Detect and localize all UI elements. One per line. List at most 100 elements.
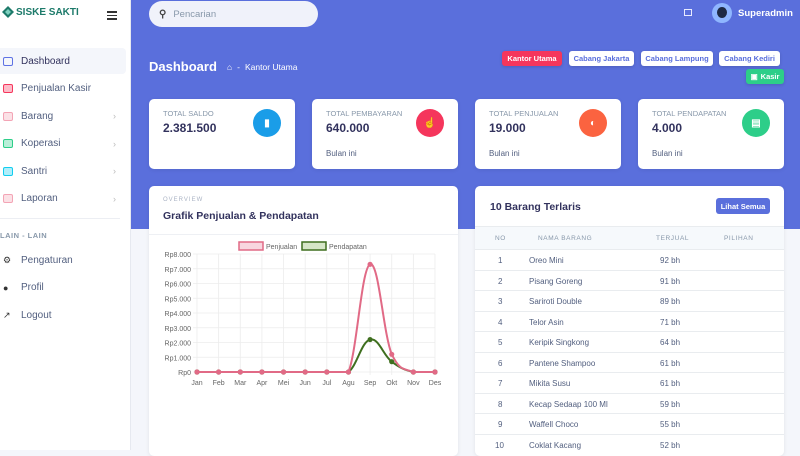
store-icon: ▣ <box>750 72 758 81</box>
chevron-right-icon: › <box>113 193 116 204</box>
table-row: 5 Keripik Singkong 64 bh <box>475 331 784 352</box>
page-title: Dashboard <box>149 59 217 74</box>
users-grid-icon <box>3 166 13 176</box>
row-number: 3 <box>498 297 503 306</box>
box-icon <box>3 111 13 121</box>
breadcrumb-item[interactable]: Kantor Utama <box>244 62 298 72</box>
product-name: Telor Asin <box>529 317 564 327</box>
svg-text:Rp5.000: Rp5.000 <box>165 296 192 303</box>
breadcrumb: ⌂ - Kantor Utama <box>227 62 298 72</box>
money-icon: ▤ <box>742 109 770 137</box>
sold-count: 92 bh <box>660 256 681 265</box>
sidebar-item-barang[interactable]: Barang › <box>0 103 126 129</box>
table-row: 8 Kecap Sedaap 100 Ml 59 bh <box>475 392 784 414</box>
row-number: 7 <box>498 379 503 388</box>
branch-button-kediri[interactable]: Cabang Kediri <box>719 51 780 66</box>
stat-value: 19.000 <box>489 121 526 135</box>
row-number: 4 <box>498 317 503 327</box>
search-input[interactable]: ⚲ Pencarian <box>149 1 318 27</box>
sidebar-item-santri[interactable]: Santri › <box>0 158 126 184</box>
sidebar-divider <box>0 218 120 219</box>
stat-card-total-saldo: TOTAL SALDO 2.381.500 ▮ <box>149 99 295 169</box>
stat-label: TOTAL PEMBAYARAN <box>326 109 403 118</box>
sidebar-section-heading: LAIN - LAIN <box>0 231 48 240</box>
svg-text:Penjualan: Penjualan <box>266 244 297 251</box>
svg-text:Feb: Feb <box>213 380 225 387</box>
logo-icon <box>2 6 14 18</box>
svg-text:Rp7.000: Rp7.000 <box>165 267 192 274</box>
stat-period: Bulan ini <box>652 149 683 158</box>
stat-label: TOTAL PENDAPATAN <box>652 109 727 118</box>
branch-button-kantor-utama[interactable]: Kantor Utama <box>502 51 562 66</box>
bar-chart-icon: ▮ <box>253 109 281 137</box>
svg-text:Jan: Jan <box>191 380 202 387</box>
stat-card-total-pendapatan: TOTAL PENDAPATAN 4.000 Bulan ini ▤ <box>638 99 784 169</box>
sidebar-item-profil[interactable]: ● Profil <box>0 275 126 301</box>
line-chart[interactable]: Rp0 Rp1.000 Rp2.000 Rp3.000 Rp4.000 Rp5.000 Rp… <box>149 234 458 456</box>
sidebar-item-label: Santri <box>21 165 48 177</box>
home-icon[interactable]: ⌂ <box>227 62 233 72</box>
sold-count: 64 bh <box>660 338 681 347</box>
stat-card-total-penjualan: TOTAL PENJUALAN 19.000 Bulan ini ◐ <box>475 99 621 169</box>
table-row: 4 Telor Asin 71 bh <box>475 310 784 332</box>
row-number: 10 <box>495 440 504 450</box>
svg-text:Apr: Apr <box>256 380 268 387</box>
view-all-button[interactable]: Lihat Semua <box>716 198 770 214</box>
svg-text:Rp3.000: Rp3.000 <box>165 326 192 333</box>
sidebar-item-pengaturan[interactable]: ⚙ Pengaturan <box>0 247 126 273</box>
sales-chart-card: OVERVIEW Grafik Penjualan & Pendapatan R… <box>149 186 458 456</box>
sold-count: 91 bh <box>660 276 681 286</box>
svg-text:Okt: Okt <box>386 380 397 387</box>
kasir-button[interactable]: ▣ Kasir <box>746 69 784 84</box>
user-menu[interactable]: Superadmin <box>712 3 793 23</box>
top-products-card: 10 Barang Terlaris Lihat Semua NO NAMA B… <box>475 186 784 456</box>
menu-toggle-icon[interactable] <box>107 9 117 22</box>
search-icon: ⚲ <box>159 8 167 20</box>
monitor-icon <box>3 56 13 66</box>
hand-pointer-icon: ☝ <box>416 109 444 137</box>
product-name: Keripik Singkong <box>529 338 590 347</box>
row-number: 1 <box>498 256 503 265</box>
window-switch-icon[interactable] <box>684 9 692 16</box>
sidebar-item-logout[interactable]: ↗ Logout <box>0 302 126 328</box>
table-row: 1 Oreo Mini 92 bh <box>475 249 784 270</box>
svg-text:Rp0: Rp0 <box>178 370 191 377</box>
sold-count: 71 bh <box>660 317 681 327</box>
shop-icon <box>3 139 13 148</box>
stat-period: Bulan ini <box>489 149 520 158</box>
sold-count: 61 bh <box>660 379 681 388</box>
sold-count: 89 bh <box>660 297 681 306</box>
sidebar-item-label: Koperasi <box>21 138 61 149</box>
user-icon: ● <box>3 282 9 293</box>
brand-logo[interactable]: SISKE SAKTI <box>2 6 79 18</box>
product-name: Pisang Goreng <box>529 276 583 286</box>
sidebar-item-laporan[interactable]: Laporan › <box>0 186 126 212</box>
chart-overline: OVERVIEW <box>163 197 204 203</box>
sold-count: 55 bh <box>660 420 681 429</box>
svg-text:Rp4.000: Rp4.000 <box>165 311 192 318</box>
sidebar-item-koperasi[interactable]: Koperasi › <box>0 131 126 157</box>
product-name: Coklat Kacang <box>529 440 582 450</box>
stat-value: 2.381.500 <box>163 121 217 135</box>
product-name: Kecap Sedaap 100 Ml <box>529 399 608 409</box>
table-row: 7 Mikita Susu 61 bh <box>475 372 784 393</box>
table-row: 9 Waffell Choco 55 bh <box>475 413 784 434</box>
svg-text:Rp1.000: Rp1.000 <box>165 355 192 362</box>
user-name: Superadmin <box>738 7 793 19</box>
row-number: 2 <box>498 276 503 286</box>
chart-title: Grafik Penjualan & Pendapatan <box>163 210 319 222</box>
brand-name: SISKE SAKTI <box>16 6 79 18</box>
row-number: 6 <box>498 358 503 368</box>
branch-button-lampung[interactable]: Cabang Lampung <box>641 51 713 66</box>
sidebar-item-label: Pengaturan <box>21 254 73 266</box>
sidebar-item-penjualan-kasir[interactable]: Penjualan Kasir <box>0 76 126 102</box>
svg-text:Sep: Sep <box>364 380 377 387</box>
table-row: 3 Sariroti Double 89 bh <box>475 290 784 311</box>
svg-text:Nov: Nov <box>407 380 420 387</box>
sidebar-item-dashboard[interactable]: Dashboard <box>0 48 126 74</box>
stat-label: TOTAL SALDO <box>163 109 214 118</box>
row-number: 5 <box>498 338 503 347</box>
stat-period: Bulan ini <box>326 149 357 158</box>
svg-text:Mei: Mei <box>278 380 290 387</box>
branch-button-jakarta[interactable]: Cabang Jakarta <box>569 51 634 66</box>
